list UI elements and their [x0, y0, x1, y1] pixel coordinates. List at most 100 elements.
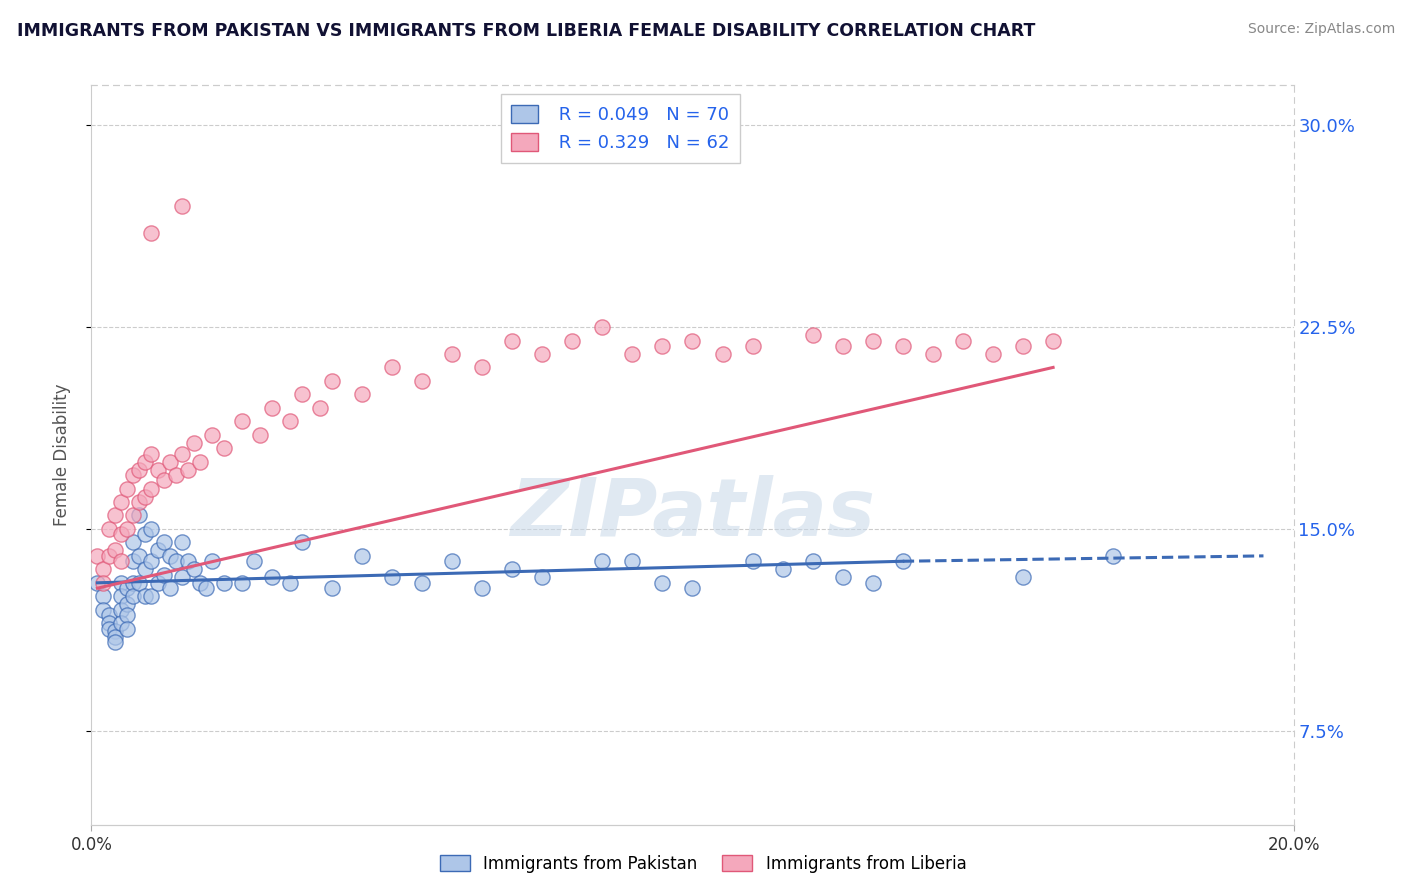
Point [146, 543, 169, 558]
Point [134, 490, 156, 504]
Point [381, 360, 404, 375]
Point [117, 581, 139, 595]
Point [249, 427, 271, 442]
Point [110, 603, 132, 617]
Point [146, 575, 169, 590]
Point [350, 549, 373, 563]
Point [501, 334, 523, 348]
Point [212, 441, 235, 455]
Point [862, 334, 884, 348]
Point [411, 575, 433, 590]
Point [621, 347, 644, 361]
Point [741, 339, 763, 353]
Point [1012, 570, 1035, 584]
Point [176, 463, 198, 477]
Text: Source: ZipAtlas.com: Source: ZipAtlas.com [1247, 22, 1395, 37]
Point [117, 608, 139, 623]
Point [110, 527, 132, 541]
Point [152, 535, 174, 549]
Point [122, 554, 145, 568]
Point [104, 630, 127, 644]
Point [128, 495, 150, 509]
Point [440, 554, 463, 568]
Point [591, 320, 613, 334]
Point [291, 387, 314, 401]
Point [260, 570, 283, 584]
Point [122, 575, 145, 590]
Point [831, 339, 853, 353]
Legend:  R = 0.049   N = 70,  R = 0.329   N = 62: R = 0.049 N = 70, R = 0.329 N = 62 [501, 94, 740, 163]
Point [651, 339, 673, 353]
Point [152, 567, 174, 582]
Text: ZIPatlas: ZIPatlas [510, 475, 875, 553]
Point [183, 435, 205, 450]
Point [110, 575, 132, 590]
Point [801, 328, 824, 343]
Text: IMMIGRANTS FROM PAKISTAN VS IMMIGRANTS FROM LIBERIA FEMALE DISABILITY CORRELATIO: IMMIGRANTS FROM PAKISTAN VS IMMIGRANTS F… [17, 22, 1035, 40]
Point [93, 603, 115, 617]
Point [891, 339, 914, 353]
Point [93, 589, 115, 603]
Point [381, 570, 404, 584]
Point [98, 549, 121, 563]
Point [862, 575, 884, 590]
Point [86, 575, 108, 590]
Point [110, 589, 132, 603]
Point [831, 570, 853, 584]
Point [152, 474, 174, 488]
Point [411, 374, 433, 388]
Point [122, 468, 145, 483]
Point [501, 562, 523, 576]
Point [741, 554, 763, 568]
Y-axis label: Female Disability: Female Disability [52, 384, 70, 526]
Point [1042, 334, 1064, 348]
Point [134, 527, 156, 541]
Point [122, 508, 145, 523]
Point [93, 562, 115, 576]
Point [98, 622, 121, 636]
Point [98, 608, 121, 623]
Point [141, 226, 163, 240]
Point [350, 387, 373, 401]
Point [952, 334, 974, 348]
Point [201, 427, 224, 442]
Point [440, 347, 463, 361]
Point [110, 554, 132, 568]
Point [278, 414, 301, 428]
Point [891, 554, 914, 568]
Point [104, 543, 127, 558]
Point [231, 575, 253, 590]
Point [117, 482, 139, 496]
Point [531, 570, 554, 584]
Point [134, 589, 156, 603]
Point [201, 554, 224, 568]
Point [651, 575, 673, 590]
Point [134, 455, 156, 469]
Point [146, 463, 169, 477]
Point [188, 575, 211, 590]
Point [194, 581, 217, 595]
Point [1012, 339, 1035, 353]
Point [170, 446, 193, 460]
Point [134, 562, 156, 576]
Point [110, 616, 132, 631]
Point [104, 635, 127, 649]
Point [117, 522, 139, 536]
Point [321, 581, 343, 595]
Point [86, 549, 108, 563]
Point [278, 575, 301, 590]
Point [212, 575, 235, 590]
Point [183, 562, 205, 576]
Point [141, 446, 163, 460]
Point [531, 347, 554, 361]
Point [321, 374, 343, 388]
Point [104, 624, 127, 639]
Point [122, 589, 145, 603]
Point [128, 575, 150, 590]
Point [159, 455, 181, 469]
Point [621, 554, 644, 568]
Point [122, 535, 145, 549]
Point [242, 554, 264, 568]
Point [176, 554, 198, 568]
Point [291, 535, 314, 549]
